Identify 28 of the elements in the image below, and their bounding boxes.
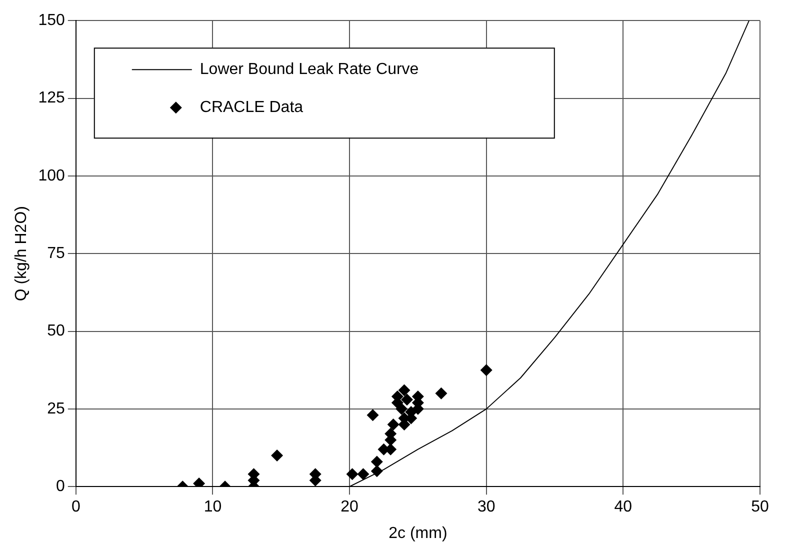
y-tick-label: 0 — [56, 478, 65, 496]
point — [480, 364, 492, 376]
point — [435, 387, 448, 400]
x-tick-label: 0 — [71, 498, 80, 516]
x-tick-label: 20 — [340, 498, 359, 516]
y-tick-label: 150 — [38, 12, 65, 30]
point — [401, 394, 413, 406]
point — [396, 402, 408, 415]
point — [387, 418, 400, 430]
point — [398, 384, 410, 396]
x-tick-label: 50 — [751, 498, 769, 516]
y-axis-title: Q (kg/h H2O) — [13, 206, 30, 302]
y-tick-label: 50 — [47, 322, 65, 340]
x-axis-title: 2c (mm) — [388, 524, 448, 542]
point — [370, 456, 383, 468]
legend-label: Lower Bound Leak Rate Curve — [200, 61, 419, 78]
point — [366, 409, 379, 422]
y-tick-label: 75 — [47, 245, 65, 262]
point — [357, 468, 370, 480]
point — [271, 450, 284, 462]
point — [346, 468, 358, 480]
y-tick-label: 25 — [47, 400, 65, 418]
x-tick-label: 40 — [614, 498, 632, 516]
x-tick-label: 10 — [204, 498, 222, 516]
y-tick-label: 100 — [38, 167, 65, 184]
legend-label: CRACLE Data — [200, 99, 304, 116]
x-tick-label: 30 — [477, 498, 496, 516]
y-tick-label: 125 — [38, 90, 65, 107]
